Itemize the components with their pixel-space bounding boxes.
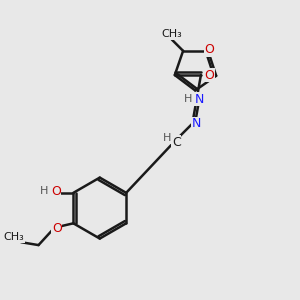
Text: N: N xyxy=(192,117,201,130)
Text: CH₃: CH₃ xyxy=(4,232,24,242)
Text: N: N xyxy=(195,93,204,106)
Text: C: C xyxy=(172,136,181,149)
Text: H: H xyxy=(184,94,192,104)
Text: H: H xyxy=(163,133,171,143)
Text: O: O xyxy=(51,185,61,198)
Text: O: O xyxy=(205,43,214,56)
Text: O: O xyxy=(52,222,62,235)
Text: H: H xyxy=(40,186,49,197)
Text: O: O xyxy=(204,69,214,82)
Text: CH₃: CH₃ xyxy=(161,29,182,39)
